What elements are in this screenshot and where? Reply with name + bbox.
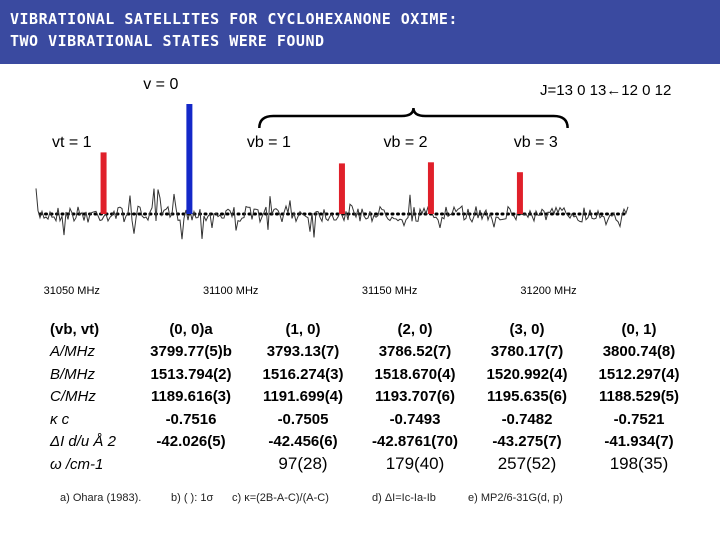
column-header: (0, 0)a	[169, 320, 213, 338]
state-label-2: vt = 1	[52, 134, 92, 151]
title-line-2: TWO VIBRATIONAL STATES WERE FOUND	[10, 32, 325, 50]
row-label: κ c	[50, 410, 70, 428]
state-label-1: v = 0	[143, 76, 178, 93]
title-banner: VIBRATIONAL SATELLITES FOR CYCLOHEXANONE…	[0, 0, 720, 64]
table-cell: -42.456(6)	[268, 433, 338, 451]
footnote-a: a) Ohara (1983).	[60, 492, 142, 504]
table-cell: -0.7521	[613, 410, 665, 428]
table-cell: 3786.52(7)	[378, 343, 452, 361]
state-brace	[258, 107, 569, 129]
table-cell: 1520.992(4)	[486, 365, 568, 383]
row-label: ΔI d/u Å 2	[50, 433, 116, 451]
column-header: (1, 0)	[285, 320, 321, 338]
x-tick-label-4: 31200 MHz	[520, 285, 576, 297]
table-cell: 1191.699(4)	[262, 388, 344, 406]
row-label: C/MHz	[50, 388, 96, 406]
table-cell: 1195.635(6)	[486, 388, 568, 406]
row-label: B/MHz	[50, 365, 95, 383]
table-cell: -0.7516	[165, 410, 217, 428]
stick-line-3	[338, 163, 345, 214]
table-cell: 97(28)	[278, 454, 328, 474]
table-cell: 1512.297(4)	[598, 365, 680, 383]
footnote-c: c) κ=(2B-A-C)/(A-C)	[232, 492, 329, 504]
table-cell: -42.8761(70)	[372, 433, 458, 451]
state-label-5: vb = 3	[514, 134, 558, 151]
table-cell: -0.7505	[277, 410, 329, 428]
footnote-e: e) MP2/6-31G(d, p)	[468, 492, 563, 504]
x-tick-label-2: 31100 MHz	[203, 285, 258, 297]
transition-label: J=13 0 13←12 0 12	[540, 82, 671, 99]
table-row: C/MHz 1189.616(3) 1191.699(4) 1193.707(6) 11…	[50, 386, 695, 409]
footnote-b: b) ( ): 1σ	[171, 492, 214, 504]
table-cell: 3800.74(8)	[602, 343, 676, 361]
parameter-table: (vb, vt) (0, 0)a (1, 0) (2, 0) (3, 0) (0, 1) A…	[50, 318, 695, 476]
table-row: κ c -0.7516 -0.7505 -0.7493 -0.7482 -0.7521	[50, 408, 695, 431]
table-cell: 3799.77(5)b	[150, 343, 232, 361]
row-header-label: (vb, vt)	[50, 320, 100, 338]
stick-line-4	[427, 162, 434, 214]
x-tick-label-3: 31150 MHz	[362, 285, 417, 297]
table-cell: 1188.529(5)	[598, 388, 680, 406]
table-cell: 1518.670(4)	[374, 365, 456, 383]
state-label-3: vb = 1	[247, 134, 291, 151]
stick-line-1	[100, 152, 107, 214]
table-header-row: (vb, vt) (0, 0)a (1, 0) (2, 0) (3, 0) (0, 1)	[50, 318, 695, 341]
table-cell: -43.275(7)	[492, 433, 562, 451]
column-header: (0, 1)	[621, 320, 657, 338]
column-header: (3, 0)	[509, 320, 545, 338]
table-cell: -42.026(5)	[156, 433, 226, 451]
table-cell: 1193.707(6)	[374, 388, 456, 406]
table-cell: 179(40)	[385, 454, 445, 474]
table-cell: 257(52)	[497, 454, 557, 474]
table-cell	[135, 453, 247, 476]
x-tick-label-1: 31050 MHz	[44, 285, 100, 297]
table-cell: 3780.17(7)	[490, 343, 564, 361]
column-header: (2, 0)	[397, 320, 433, 338]
table-cell: 198(35)	[609, 454, 669, 474]
table-row: A/MHz 3799.77(5)b 3793.13(7) 3786.52(7) 3780…	[50, 341, 695, 364]
table-cell: -0.7493	[389, 410, 441, 428]
row-label: ω /cm-1	[50, 455, 104, 473]
table-row: ΔI d/u Å 2 -42.026(5) -42.456(6) -42.8761(7…	[50, 431, 695, 454]
stick-line-5	[516, 172, 523, 214]
table-row: B/MHz 1513.794(2) 1516.274(3) 1518.670(4) 15…	[50, 363, 695, 386]
table-cell: 1513.794(2)	[150, 365, 232, 383]
state-label-4: vb = 2	[383, 134, 427, 151]
table-cell: -0.7482	[501, 410, 553, 428]
table-cell: -41.934(7)	[604, 433, 674, 451]
footnote-d: d) ΔI=Ic-Ia-Ib	[372, 492, 436, 504]
stick-line-2	[186, 104, 193, 214]
title-line-1: VIBRATIONAL SATELLITES FOR CYCLOHEXANONE…	[10, 10, 458, 28]
row-label: A/MHz	[50, 343, 95, 361]
spectrum-trace	[35, 188, 629, 240]
table-cell: 1189.616(3)	[150, 388, 232, 406]
table-cell: 3793.13(7)	[266, 343, 340, 361]
table-cell: 1516.274(3)	[262, 365, 344, 383]
table-row: ω /cm-1 97(28) 179(40) 257(52) 198(35)	[50, 453, 695, 476]
spectrum-chart: v = 0 vt = 1 vb = 1 vb = 2 vb = 3 J=13 0 13←1…	[35, 76, 671, 297]
